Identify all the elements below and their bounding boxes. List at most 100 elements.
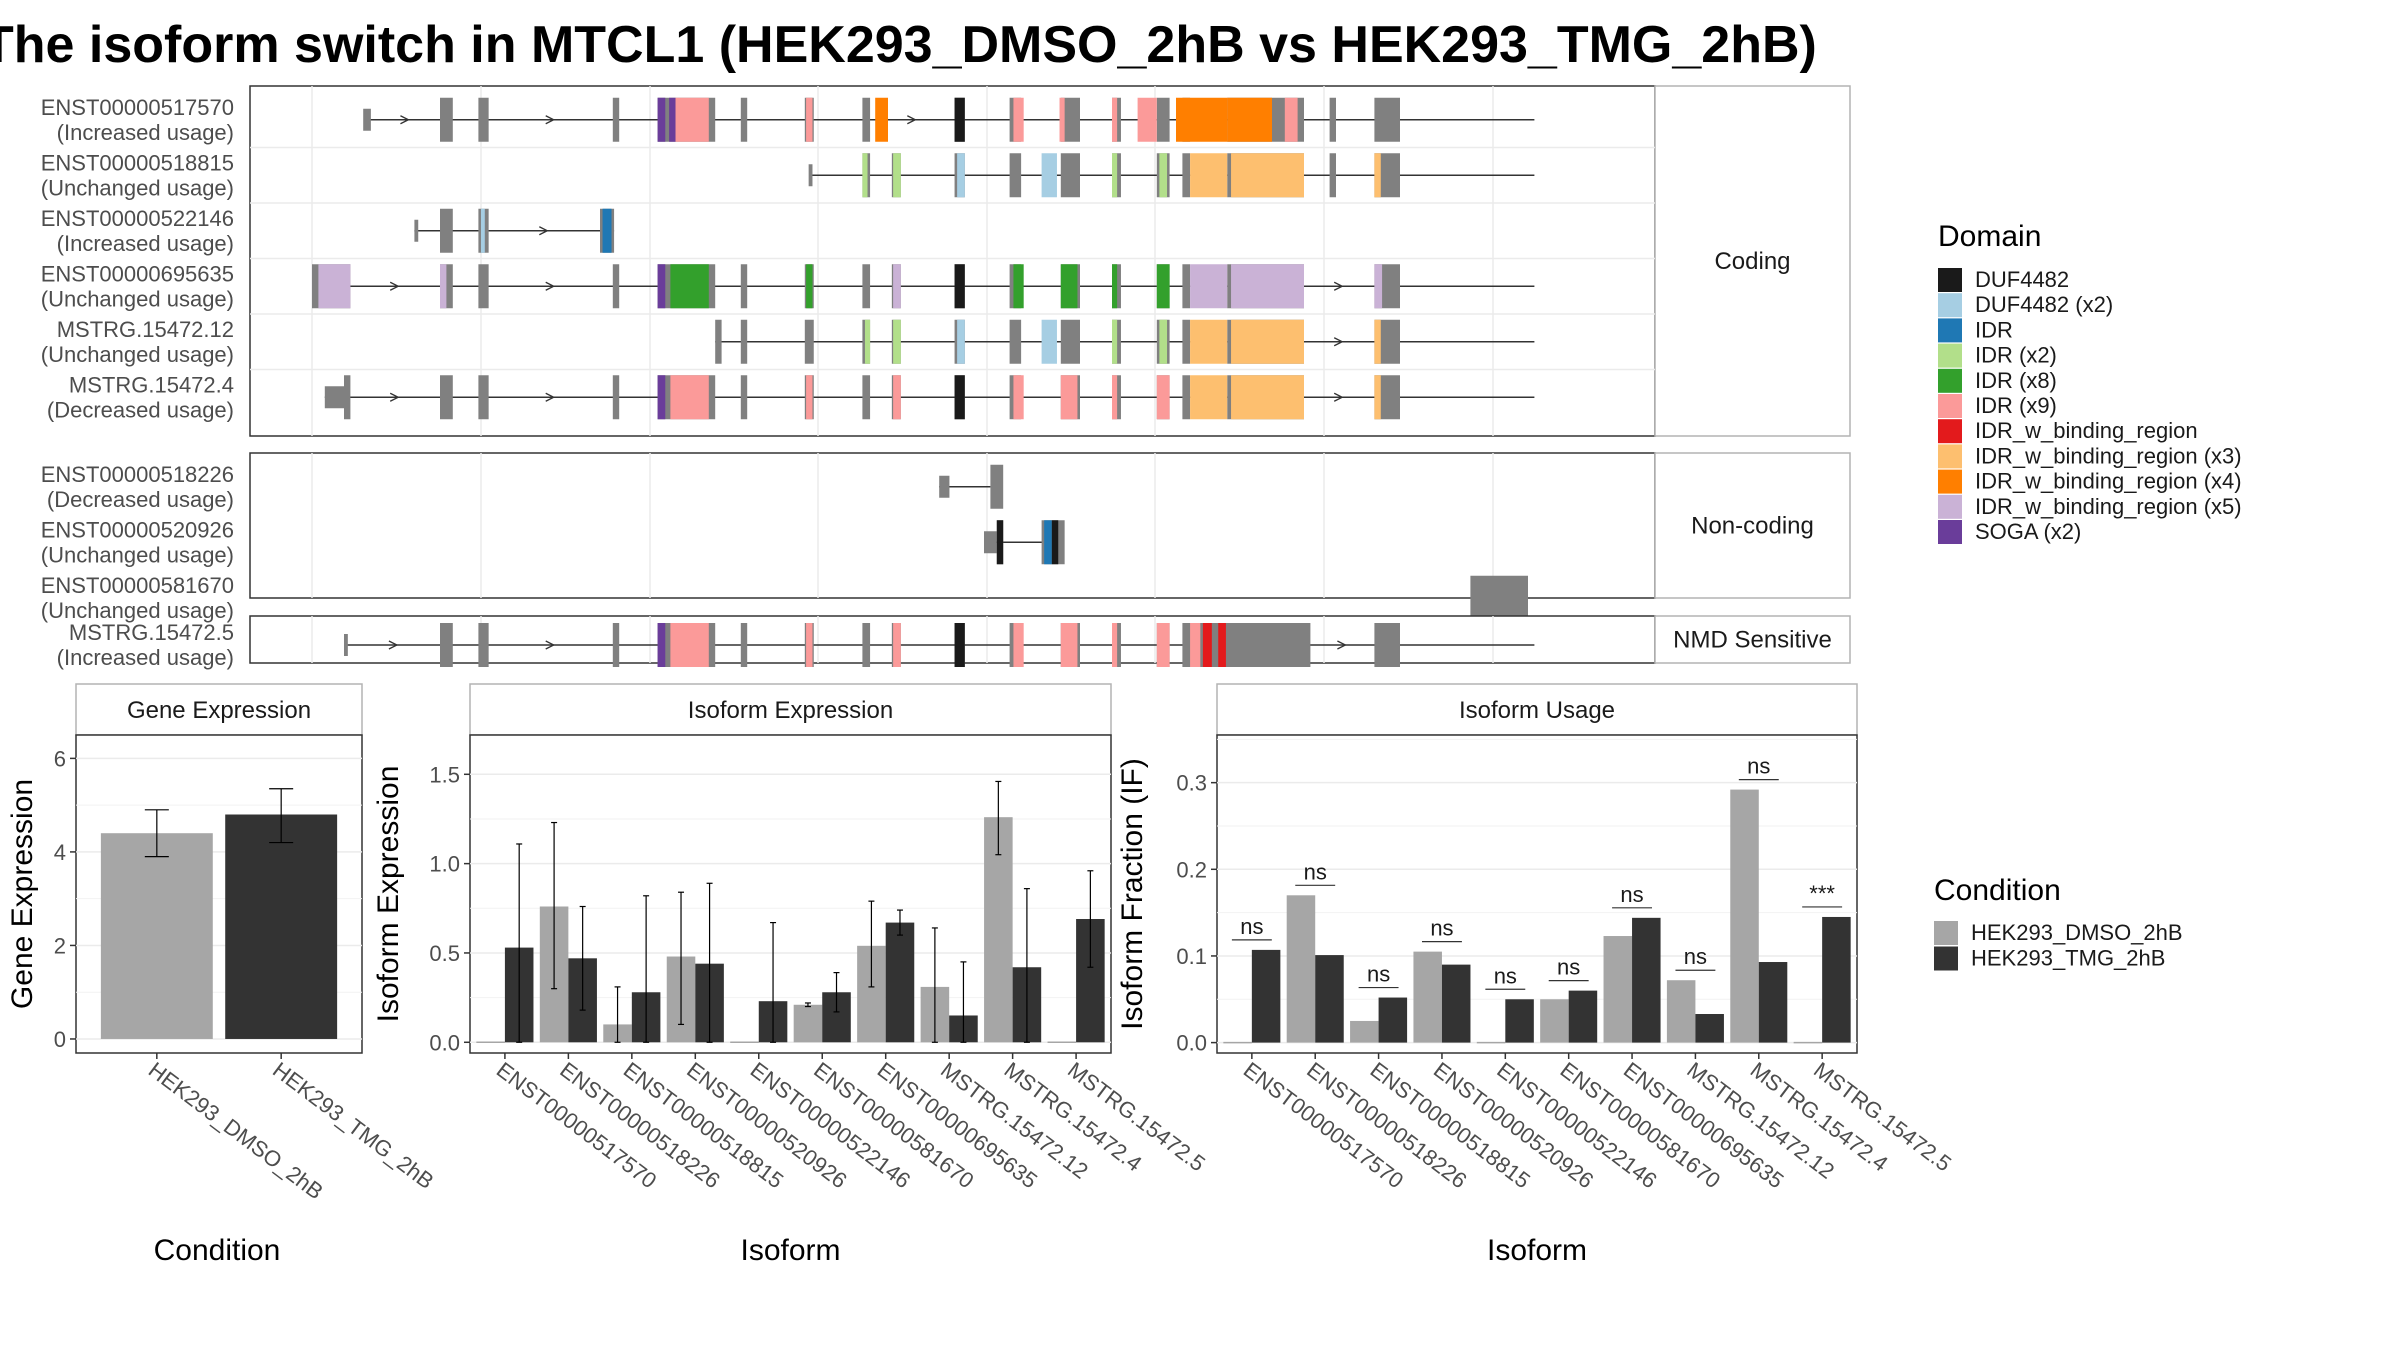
chart-strip <box>1216 683 1858 736</box>
domain-block <box>893 264 901 309</box>
bar <box>1540 999 1569 1043</box>
transcript-usage: (Increased usage) <box>57 120 234 145</box>
domain-block <box>657 375 666 420</box>
domain-block <box>1044 520 1052 565</box>
exon <box>612 375 620 420</box>
y-axis-title: Isoform Expression <box>372 766 405 1023</box>
domain-block <box>1112 97 1118 142</box>
exon <box>740 375 748 420</box>
domain-block <box>657 623 666 667</box>
domain-block <box>1202 623 1212 667</box>
facet-strip <box>1654 452 1851 599</box>
exon <box>414 219 419 242</box>
x-axis-title: Condition <box>154 1234 281 1267</box>
transcript-id: ENST00000581670 <box>41 573 234 598</box>
bar <box>225 814 338 1039</box>
transcript-usage: (Decreased usage) <box>47 397 234 422</box>
legend-key <box>1938 318 1962 343</box>
transcript-id: MSTRG.15472.12 <box>57 317 234 342</box>
chart-title: Isoform Usage <box>1459 697 1615 724</box>
legend-label: IDR (x2) <box>1975 343 2057 368</box>
domain-block <box>1176 97 1208 142</box>
structure-panel-0: Coding ENST00000517570(Increased usage)EN… <box>41 85 1851 437</box>
domain-block <box>1013 97 1024 142</box>
transcript-id: ENST00000520926 <box>41 517 234 542</box>
domain-block <box>864 319 871 364</box>
bar <box>1350 1020 1379 1043</box>
significance-label: ns <box>1430 916 1453 941</box>
exon <box>1182 264 1191 309</box>
legend-label: IDR_w_binding_region (x4) <box>1975 469 2242 494</box>
domain-block <box>1060 375 1078 420</box>
exon <box>1470 575 1528 620</box>
legend-key <box>1938 469 1962 494</box>
transcript-id: MSTRG.15472.5 <box>69 620 234 645</box>
exon <box>740 623 748 667</box>
exon <box>1156 97 1170 142</box>
bar <box>1632 917 1661 1043</box>
chart-strip <box>469 683 1112 736</box>
exon <box>862 97 871 142</box>
domain-block <box>1041 319 1057 364</box>
bar <box>1822 916 1851 1043</box>
domain-block <box>1112 319 1118 364</box>
direction-arrow <box>545 281 556 291</box>
domain-block <box>1190 319 1228 364</box>
exon <box>1060 319 1080 364</box>
domain-block <box>1374 153 1381 198</box>
exon <box>1182 623 1311 667</box>
transcript-row: MSTRG.15472.4(Decreased usage) <box>47 368 1655 422</box>
transcript-id: ENST00000517570 <box>41 95 234 120</box>
domain-block <box>893 153 901 198</box>
bar <box>1695 1014 1724 1043</box>
domain-block <box>1159 319 1168 364</box>
facet-label: Coding <box>1714 248 1790 275</box>
exon <box>804 319 814 364</box>
significance-label: *** <box>1809 881 1835 906</box>
significance-label: ns <box>1304 859 1327 884</box>
domain-block <box>1227 97 1272 142</box>
exon <box>440 375 453 420</box>
bar <box>1568 990 1598 1043</box>
significance-label: ns <box>1557 955 1580 980</box>
direction-arrow <box>545 115 556 125</box>
domain-block <box>670 623 709 667</box>
domain-block <box>657 264 666 309</box>
exon <box>1182 319 1191 364</box>
legend-label: SOGA (x2) <box>1975 519 2081 544</box>
legend-label: IDR_w_binding_region <box>1975 418 2198 443</box>
bar <box>1315 955 1344 1043</box>
significance-label: ns <box>1240 914 1263 939</box>
domain-block <box>1231 375 1304 420</box>
chart-title: Isoform Expression <box>688 697 893 724</box>
domain-block <box>806 97 813 142</box>
domain-block <box>602 208 612 253</box>
legend-key <box>1938 520 1962 544</box>
significance-label: ns <box>1620 882 1643 907</box>
transcript-usage: (Unchanged usage) <box>41 342 234 367</box>
y-tick-label: 0.2 <box>1176 857 1207 882</box>
exon <box>1374 97 1400 142</box>
transcript-row: ENST00000517570(Increased usage) <box>41 95 1535 145</box>
direction-arrow <box>539 226 549 236</box>
domain-block <box>1041 153 1057 198</box>
exon <box>363 108 371 131</box>
transcript-usage: (Unchanged usage) <box>41 175 234 200</box>
legend-label: IDR <box>1975 317 2013 342</box>
domain-block <box>1156 375 1170 420</box>
direction-arrow <box>545 640 556 650</box>
domain-block <box>893 319 901 364</box>
domain-block <box>1013 375 1024 420</box>
y-tick-label: 0.1 <box>1176 944 1207 969</box>
legend-key <box>1934 921 1958 945</box>
bar <box>1251 949 1281 1043</box>
direction-arrow <box>388 640 399 650</box>
bar <box>1286 895 1316 1043</box>
expression-bar-charts: Gene Expression0246HEK293_DMSO_2hBHEK293… <box>6 683 1956 1267</box>
domain-block <box>954 375 965 420</box>
legend-label: DUF4482 (x2) <box>1975 292 2113 317</box>
bar <box>1603 936 1633 1043</box>
domain-block <box>1374 264 1383 309</box>
domain-block <box>1159 153 1168 198</box>
